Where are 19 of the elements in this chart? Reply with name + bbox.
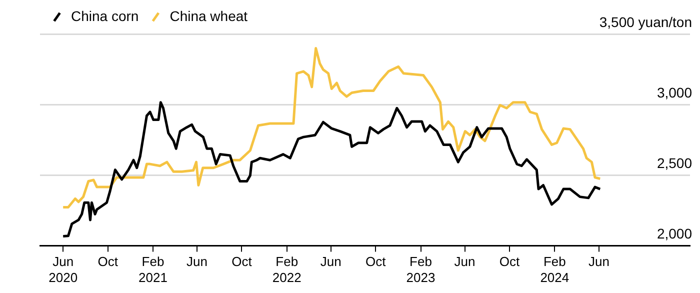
y-tick-label: 3,000 (656, 84, 692, 100)
x-tick-label: Jun (588, 254, 610, 270)
x-tick-label: Jun 2020 (48, 254, 78, 285)
x-tick-label: Feb 2024 (540, 254, 570, 285)
x-tick-label: Jun (320, 254, 342, 270)
x-tick-label: Feb 2021 (138, 254, 168, 285)
x-tick-label: Oct (232, 254, 252, 270)
y-tick-label: 3,500 yuan/ton (599, 14, 692, 30)
y-tick-label: 2,500 (656, 155, 692, 172)
x-tick-label: Oct (499, 254, 520, 270)
legend-label: China corn (71, 8, 139, 24)
x-tick-label: Jun (186, 254, 208, 270)
x-tick-label: Oct (98, 254, 118, 270)
legend-label: China wheat (170, 8, 248, 24)
y-tick-label: 2,000 (656, 226, 692, 242)
x-tick-label: Feb 2023 (406, 254, 436, 285)
x-tick-label: Feb 2022 (272, 254, 302, 285)
x-tick-label: Jun (454, 254, 476, 270)
x-tick-label: Oct (366, 254, 386, 270)
